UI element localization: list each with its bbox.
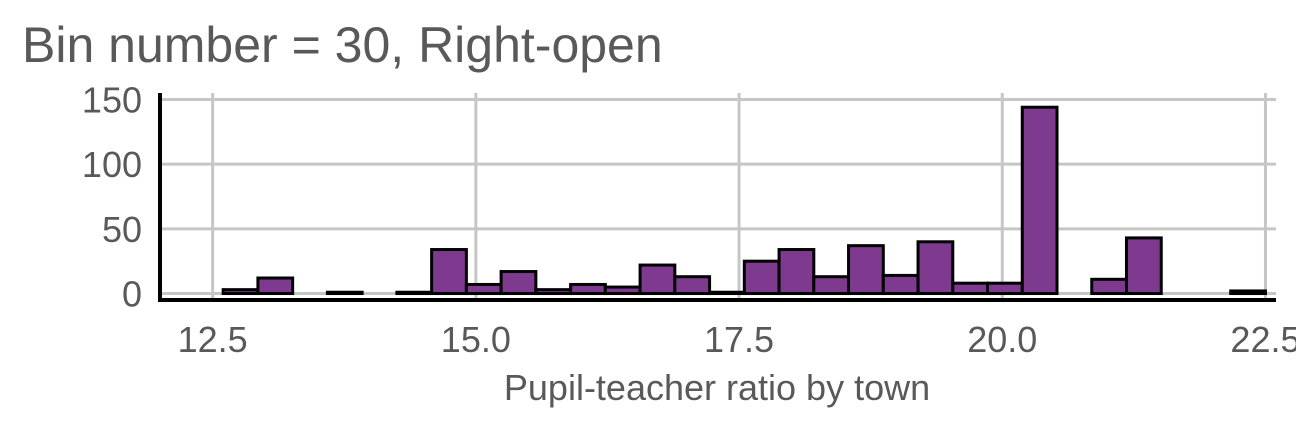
x-tick-label: 12.5 [178, 319, 248, 360]
histogram-bar [1090, 277, 1128, 296]
histogram-bar [812, 275, 851, 296]
histogram-bar [325, 290, 364, 296]
y-tick-label: 150 [82, 79, 142, 120]
histogram-bar [916, 240, 955, 296]
histogram-bar [847, 244, 885, 296]
y-tick-label: 50 [102, 209, 142, 250]
x-tick-label: 15.0 [441, 319, 511, 360]
histogram-bars [221, 105, 1267, 296]
histogram-bar [430, 248, 468, 296]
histogram-bar [603, 285, 642, 296]
histogram-bar [499, 270, 538, 296]
histogram-bar [881, 273, 920, 296]
histogram-bar [1229, 289, 1267, 296]
histogram-bar [777, 248, 816, 296]
histogram-bar [1020, 105, 1059, 296]
histogram-bar [569, 282, 607, 296]
x-tick-label: 17.5 [704, 319, 774, 360]
histogram-bar [534, 288, 573, 296]
histogram-bar [1124, 236, 1163, 296]
grid-lines [160, 93, 1276, 300]
axes [158, 93, 1276, 302]
histogram-bar [673, 275, 712, 296]
x-tick-labels: 12.5 15.0 17.5 20.0 22.5 [178, 319, 1296, 360]
histogram-bar [986, 281, 1024, 296]
y-tick-label: 100 [82, 144, 142, 185]
chart-title: Bin number = 30, Right-open [22, 17, 663, 73]
x-axis-label: Pupil-teacher ratio by town [504, 367, 930, 408]
histogram-bar [256, 276, 295, 296]
histogram-bar [221, 288, 260, 296]
y-tick-label: 0 [122, 274, 142, 315]
x-tick-label: 22.5 [1230, 319, 1296, 360]
histogram-bar [464, 282, 503, 296]
x-tick-label: 20.0 [967, 319, 1037, 360]
histogram-bar [638, 263, 677, 296]
histogram-bar [742, 259, 781, 296]
histogram-bar [951, 281, 990, 296]
histogram-bar [708, 290, 746, 296]
histogram-bar [395, 290, 434, 296]
y-tick-labels: 0 50 100 150 [82, 79, 142, 314]
